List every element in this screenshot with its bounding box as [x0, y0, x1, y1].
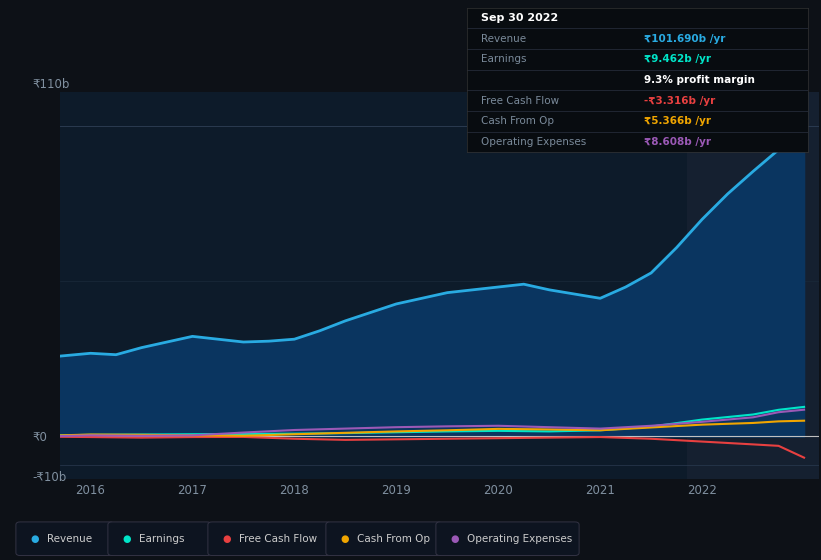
Text: Revenue: Revenue	[481, 34, 526, 44]
Text: Free Cash Flow: Free Cash Flow	[481, 96, 559, 106]
Text: ₹101.690b /yr: ₹101.690b /yr	[644, 34, 726, 44]
Text: ●: ●	[341, 534, 349, 544]
Text: ●: ●	[222, 534, 231, 544]
Bar	[687, 92, 821, 479]
Text: Cash From Op: Cash From Op	[481, 116, 554, 127]
Text: ₹0: ₹0	[33, 431, 48, 445]
Text: Operating Expenses: Operating Expenses	[467, 534, 572, 544]
Text: Sep 30 2022: Sep 30 2022	[481, 13, 558, 23]
Text: ●: ●	[122, 534, 131, 544]
Text: ₹8.608b /yr: ₹8.608b /yr	[644, 137, 711, 147]
Text: Free Cash Flow: Free Cash Flow	[239, 534, 317, 544]
Text: Earnings: Earnings	[139, 534, 185, 544]
Text: Revenue: Revenue	[47, 534, 92, 544]
Text: Cash From Op: Cash From Op	[357, 534, 430, 544]
Text: ₹5.366b /yr: ₹5.366b /yr	[644, 116, 711, 127]
Text: 9.3% profit margin: 9.3% profit margin	[644, 75, 755, 85]
Text: -₹3.316b /yr: -₹3.316b /yr	[644, 96, 716, 106]
Text: ●: ●	[30, 534, 39, 544]
Text: ●: ●	[451, 534, 459, 544]
Text: ₹9.462b /yr: ₹9.462b /yr	[644, 54, 711, 64]
Text: -₹10b: -₹10b	[33, 470, 67, 484]
Text: Earnings: Earnings	[481, 54, 526, 64]
Text: Operating Expenses: Operating Expenses	[481, 137, 586, 147]
Text: ₹110b: ₹110b	[33, 78, 71, 91]
